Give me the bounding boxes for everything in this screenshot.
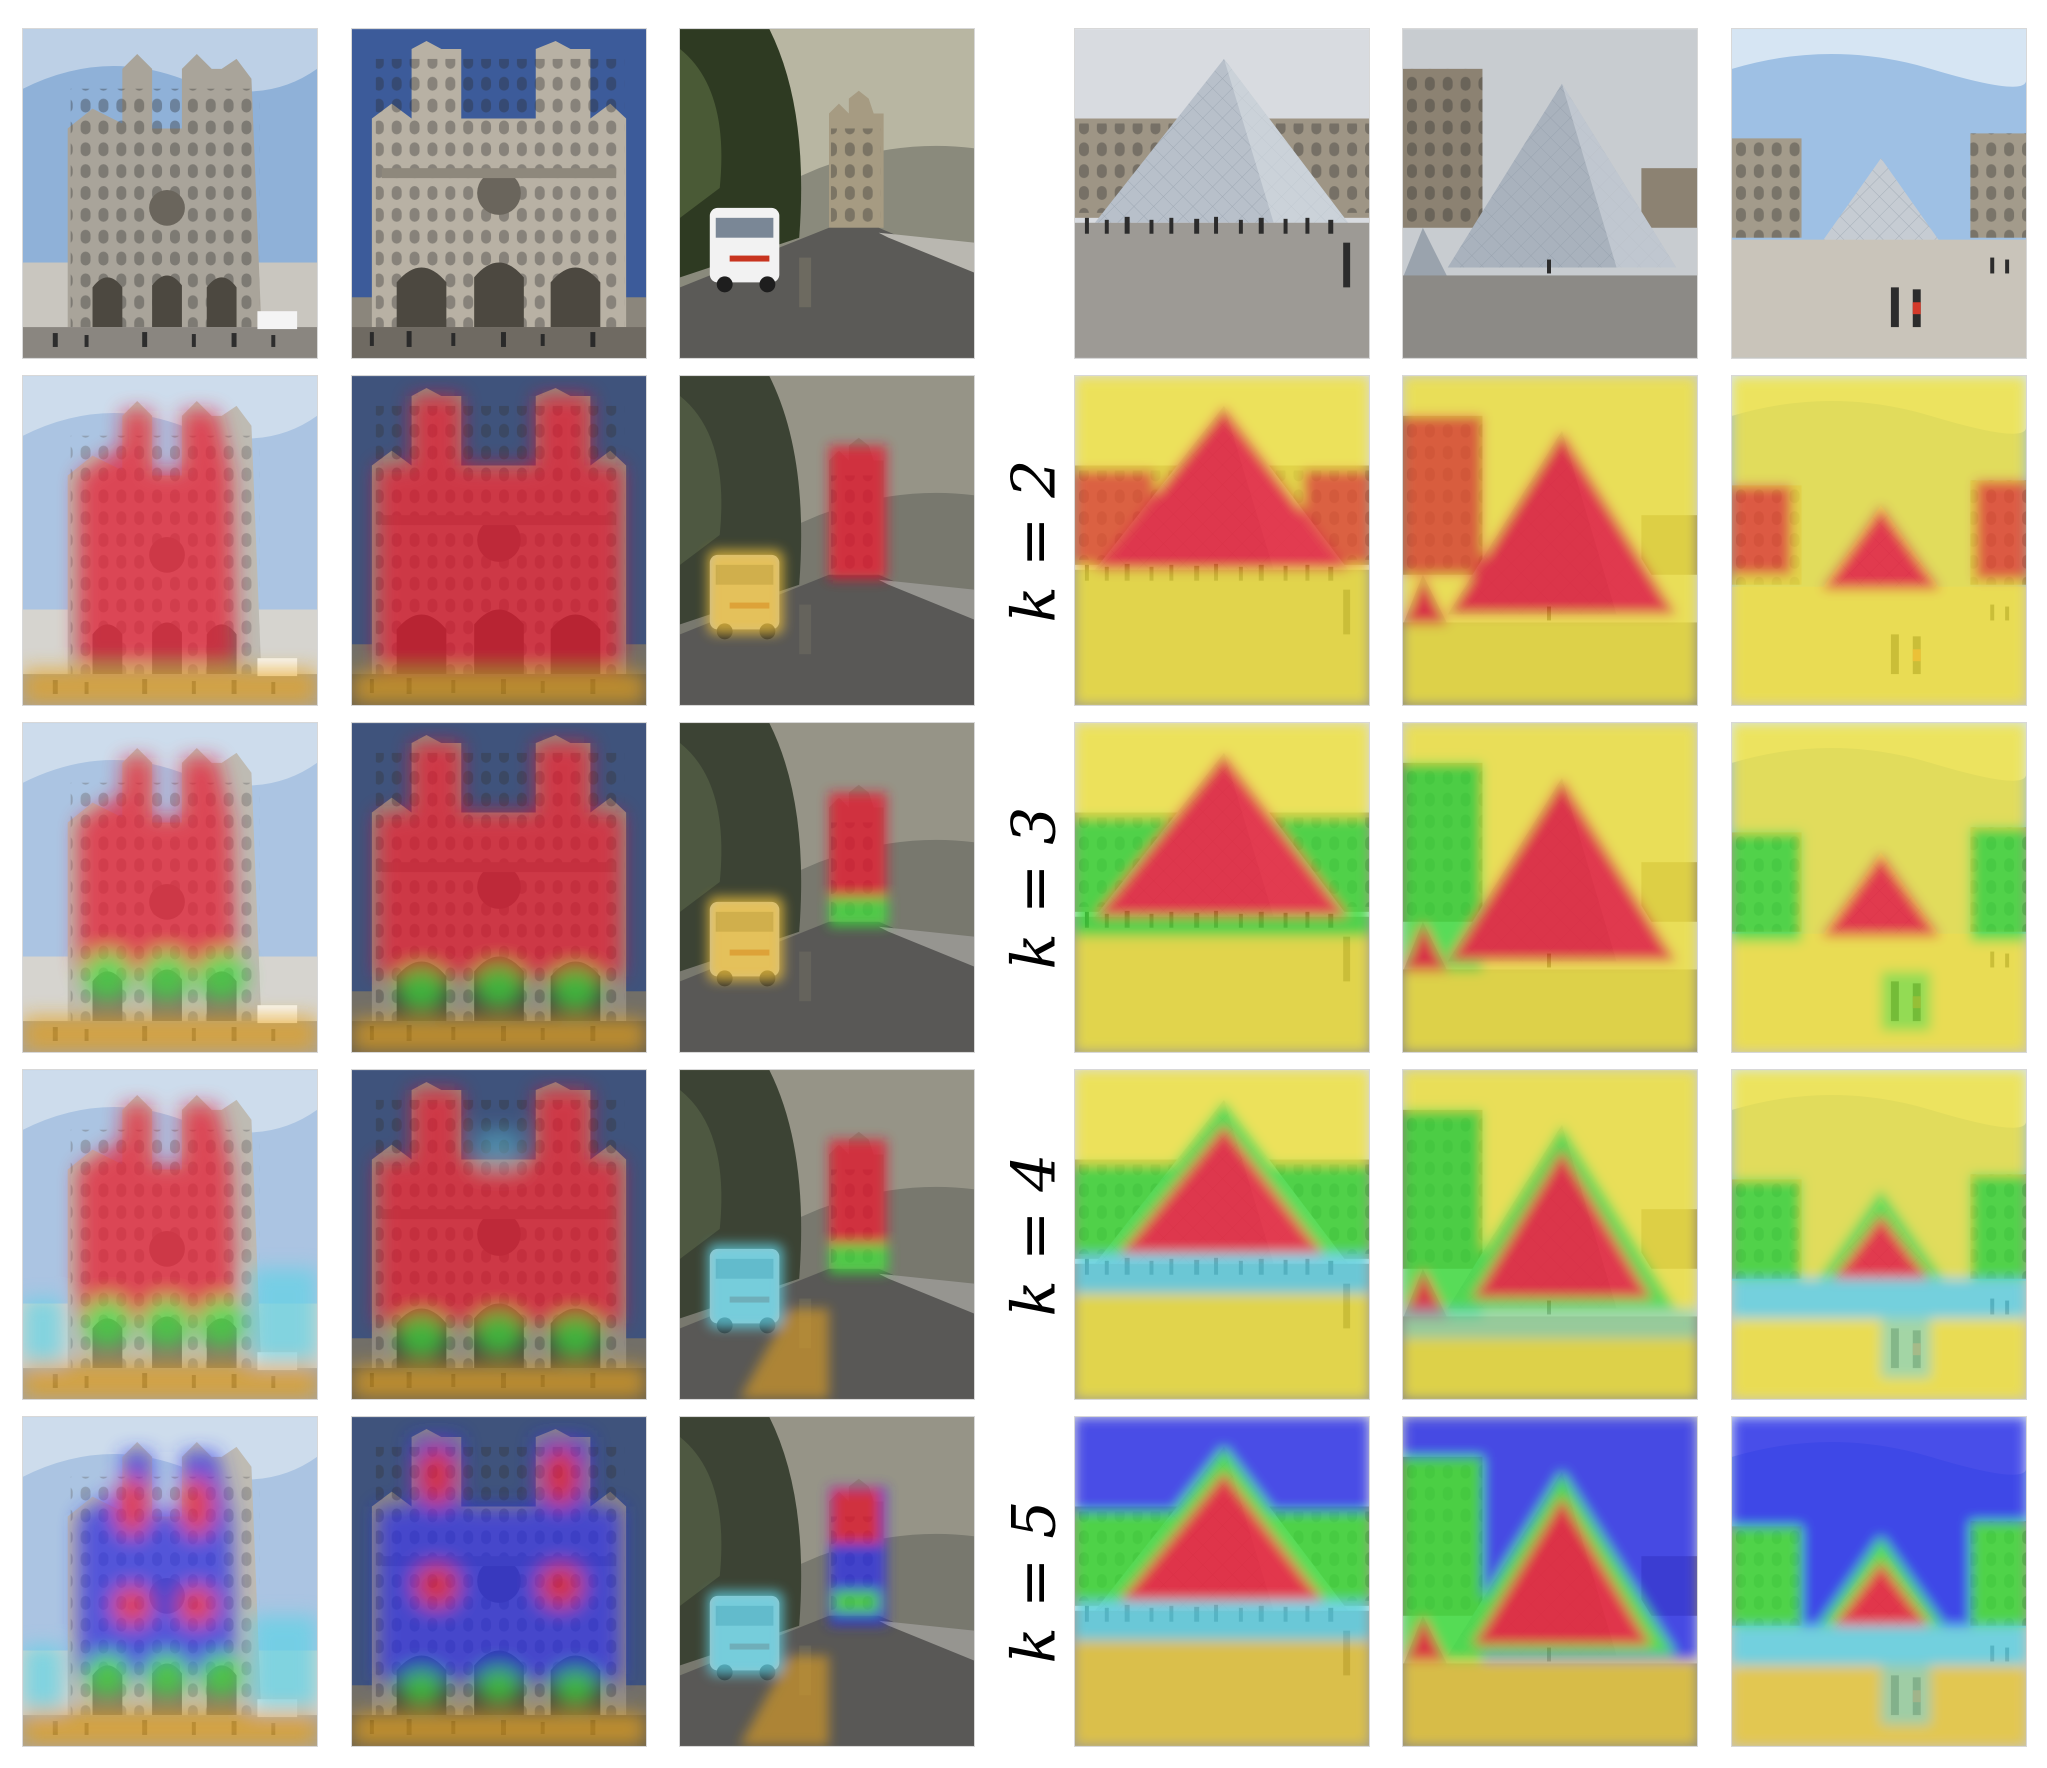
- heatmap-k2-notre-dame-street: [679, 375, 975, 706]
- heatmap-k3-louvre-far: [1731, 722, 2027, 1053]
- heatmap-k4-louvre-close: [1402, 1069, 1698, 1400]
- row-label-k2-text: k = 2: [999, 459, 1070, 622]
- photo-notre-dame-street: [679, 28, 975, 359]
- photo-notre-dame-front: [351, 28, 647, 359]
- heatmap-k2-notre-dame-front-left: [22, 375, 318, 706]
- photo-louvre-close: [1402, 28, 1698, 359]
- photo-louvre-crowd: [1074, 28, 1370, 359]
- heatmap-k3-louvre-close: [1402, 722, 1698, 1053]
- heatmap-k5-notre-dame-front: [351, 1416, 647, 1747]
- heatmap-k5-louvre-crowd: [1074, 1416, 1370, 1747]
- heatmap-k4-louvre-crowd: [1074, 1069, 1370, 1400]
- heatmap-k4-louvre-far: [1731, 1069, 2027, 1400]
- heatmap-k2-louvre-crowd: [1074, 375, 1370, 706]
- row-label-k5-text: k = 5: [999, 1500, 1070, 1663]
- photo-louvre-far: [1731, 28, 2027, 359]
- heatmap-k5-notre-dame-street: [679, 1416, 975, 1747]
- heatmap-k5-louvre-close: [1402, 1416, 1698, 1747]
- heatmap-k5-notre-dame-front-left: [22, 1416, 318, 1747]
- heatmap-k3-notre-dame-front-left: [22, 722, 318, 1053]
- heatmap-k5-louvre-far: [1731, 1416, 2027, 1747]
- row-label-k4-text: k = 4: [999, 1153, 1070, 1316]
- heatmap-k2-louvre-close: [1402, 375, 1698, 706]
- heatmap-k3-notre-dame-front: [351, 722, 647, 1053]
- heatmap-k3-louvre-crowd: [1074, 722, 1370, 1053]
- photo-notre-dame-front-left: [22, 28, 318, 359]
- row-label-k3-text: k = 3: [999, 806, 1070, 969]
- heatmap-k4-notre-dame-front: [351, 1069, 647, 1400]
- heatmap-k2-notre-dame-front: [351, 375, 647, 706]
- heatmap-k4-notre-dame-street: [679, 1069, 975, 1400]
- heatmap-k2-louvre-far: [1731, 375, 2027, 706]
- heatmap-k3-notre-dame-street: [679, 722, 975, 1053]
- heatmap-k4-notre-dame-front-left: [22, 1069, 318, 1400]
